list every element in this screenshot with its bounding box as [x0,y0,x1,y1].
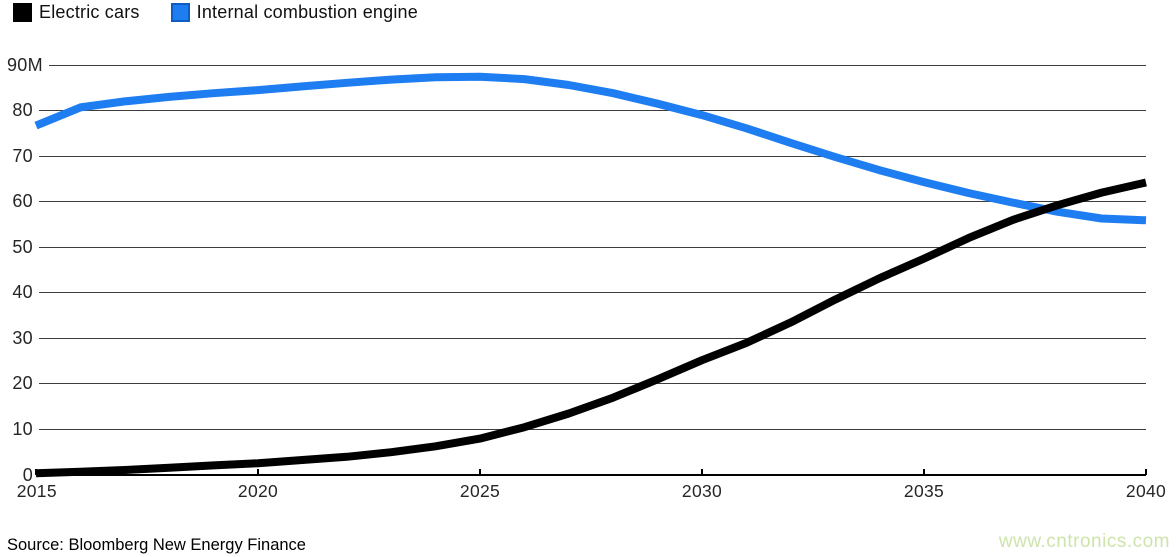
legend-swatch-electric-cars-icon [13,3,32,22]
legend-label-electric-cars: Electric cars [39,2,140,22]
y-tick-label: 40 [12,282,33,303]
gridline-row: 10 [7,418,1146,439]
x-tick-label: 2040 [1125,481,1167,501]
x-tick-label: 2015 [16,481,57,501]
x-tick-label: 2025 [459,481,501,501]
y-tick-label: 90M [7,54,43,75]
x-tick-mark [923,469,925,475]
gridline [39,246,1146,248]
legend-label-internal-combustion: Internal combustion engine [196,2,418,22]
watermark: www.cntronics.com [998,531,1170,552]
gridline-row: 20 [7,373,1146,394]
gridline [39,428,1146,430]
x-tick-label: 2035 [903,481,945,501]
gridline [39,337,1146,339]
gridline [39,383,1146,385]
y-tick-label: 50 [12,236,33,257]
gridline [39,474,1146,476]
source-credit: Source: Bloomberg New Energy Finance [7,536,306,554]
gridline-row: 50 [7,236,1146,257]
gridline [39,201,1146,203]
y-tick-label: 70 [12,145,33,166]
gridline-row: 80 [7,100,1146,121]
x-tick-mark [701,469,703,475]
gridline-row: 40 [7,282,1146,303]
gridline-row: 70 [7,145,1146,166]
y-tick-label: 60 [12,191,33,212]
x-tick-mark [1145,469,1147,475]
gridline [48,64,1146,66]
y-tick-label: 20 [12,373,33,394]
gridline [39,155,1146,157]
x-tick-label: 2030 [681,481,723,501]
x-tick-label: 2020 [237,481,279,501]
legend-item-internal-combustion: Internal combustion engine [170,2,418,23]
x-tick-mark [479,469,481,475]
gridline-row: 60 [7,191,1146,212]
x-axis-line-row: 0 [7,464,1146,485]
gridline [39,110,1146,112]
legend-item-electric-cars: Electric cars [13,2,140,23]
x-tick-mark [35,469,37,475]
gridline [39,292,1146,294]
y-tick-label: 80 [12,100,33,121]
y-tick-label: 10 [12,418,33,439]
legend-swatch-internal-combustion-icon [170,3,190,22]
legend: Electric cars Internal combustion engine [13,2,418,23]
gridline-row: 90M [7,54,1146,75]
y-tick-label: 30 [12,327,33,348]
x-tick-mark [257,469,259,475]
gridline-row: 30 [7,327,1146,348]
y-tick-label: 0 [22,464,33,485]
